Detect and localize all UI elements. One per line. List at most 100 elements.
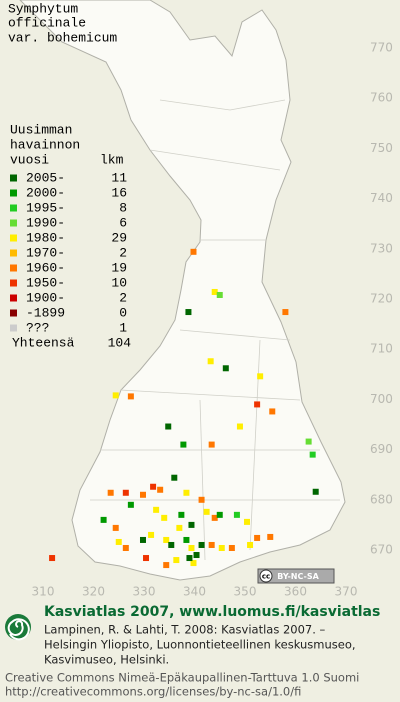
- y-grid-label: 770: [370, 41, 393, 55]
- observation: [282, 309, 289, 316]
- y-grid-label: 740: [370, 191, 393, 205]
- y-grid-label: 670: [370, 543, 393, 557]
- legend-count: 10: [111, 275, 127, 290]
- observation: [188, 544, 195, 551]
- legend-count: 19: [111, 260, 127, 275]
- legend-swatch: [10, 219, 17, 227]
- observation: [257, 373, 264, 380]
- observation: [161, 514, 168, 521]
- observation: [150, 483, 157, 490]
- observation: [254, 401, 261, 408]
- observation: [168, 541, 175, 548]
- observation: [139, 491, 146, 498]
- legend-count: 29: [111, 230, 127, 245]
- citation: Helsingin Yliopisto, Luonnontieteellinen…: [44, 638, 356, 652]
- legend-count-heading: lkm: [100, 152, 124, 167]
- y-grid-label: 700: [370, 392, 393, 406]
- observation: [198, 496, 205, 503]
- legend-count: 16: [111, 185, 127, 200]
- observation: [183, 536, 190, 543]
- legend-count: 11: [111, 170, 127, 185]
- footer-heading: Kasviatlas 2007, www.luomus.fi/kasviatla…: [44, 604, 380, 620]
- observation: [122, 544, 129, 551]
- legend-heading: havainnon: [10, 137, 80, 152]
- observation: [267, 533, 274, 540]
- logo-spiral: [7, 618, 30, 641]
- x-grid-label: 370: [335, 585, 358, 599]
- observation: [153, 506, 160, 513]
- license: Creative Commons Nimeä-Epäkaupallinen-Ta…: [5, 671, 359, 685]
- observation: [143, 555, 150, 562]
- citation: Lampinen, R. & Lahti, T. 2008: Kasviatla…: [44, 623, 326, 637]
- observation: [178, 511, 185, 518]
- observation: [183, 489, 190, 496]
- legend-heading: Uusimman: [10, 122, 72, 137]
- observation: [244, 518, 251, 525]
- legend-swatch: [10, 204, 17, 212]
- x-grid-label: 310: [32, 585, 55, 599]
- observation: [139, 536, 146, 543]
- legend-label: ???: [26, 320, 49, 335]
- legend-count: 0: [119, 305, 127, 320]
- legend-count: 6: [119, 215, 127, 230]
- observation: [49, 555, 56, 562]
- legend-swatch: [10, 189, 17, 197]
- observation: [107, 489, 114, 496]
- observation: [122, 489, 129, 496]
- observation: [193, 552, 200, 559]
- observation: [127, 501, 134, 508]
- observation: [148, 531, 155, 538]
- observation: [247, 541, 254, 548]
- y-grid-label: 690: [370, 442, 393, 456]
- x-grid-label: 340: [183, 585, 206, 599]
- observation: [207, 358, 214, 365]
- legend-count: 1: [119, 320, 127, 335]
- y-grid-label: 730: [370, 241, 393, 255]
- observation: [115, 538, 122, 545]
- province-borders: [90, 99, 340, 561]
- observation: [186, 555, 193, 562]
- observation: [100, 516, 107, 523]
- observation: [165, 423, 172, 430]
- observation: [112, 392, 119, 399]
- observation: [112, 524, 119, 531]
- license-url: http://creativecommons.org/licenses/by-n…: [5, 685, 301, 699]
- legend-count: 2: [119, 245, 127, 260]
- legend-label: 1995-: [26, 200, 65, 215]
- x-grid-label: 320: [82, 585, 105, 599]
- observation: [208, 541, 215, 548]
- legend-swatch: [10, 174, 17, 182]
- y-grid-label: 710: [370, 342, 393, 356]
- y-grid-label: 760: [370, 91, 393, 105]
- legend-count: 2: [119, 290, 127, 305]
- legend-label: -1899: [26, 305, 65, 320]
- logo: [5, 614, 31, 641]
- legend-swatch: [10, 234, 17, 242]
- species-title: Symphytum: [8, 1, 78, 16]
- observation: [176, 524, 183, 531]
- legend-label: 1990-: [26, 215, 65, 230]
- observation: [211, 514, 218, 521]
- observation: [157, 486, 164, 493]
- legend-label: 1960-: [26, 260, 65, 275]
- observation: [222, 365, 229, 372]
- legend-swatch: [10, 294, 17, 302]
- legend-swatch: [10, 324, 17, 332]
- observation: [190, 560, 197, 567]
- y-grid-label: 680: [370, 492, 393, 506]
- observation: [208, 441, 215, 448]
- legend-label: 1900-: [26, 290, 65, 305]
- x-grid-label: 330: [133, 585, 156, 599]
- observation: [198, 541, 205, 548]
- observation: [309, 451, 316, 458]
- observation: [185, 309, 192, 316]
- legend-count: 8: [119, 200, 127, 215]
- observation: [228, 544, 235, 551]
- legend-label: 2005-: [26, 170, 65, 185]
- observation: [163, 536, 170, 543]
- citation: Kasvimuseo, Helsinki.: [44, 653, 169, 667]
- x-grid-label: 350: [234, 585, 257, 599]
- badge-circle: [259, 569, 273, 583]
- legend-label: 1980-: [26, 230, 65, 245]
